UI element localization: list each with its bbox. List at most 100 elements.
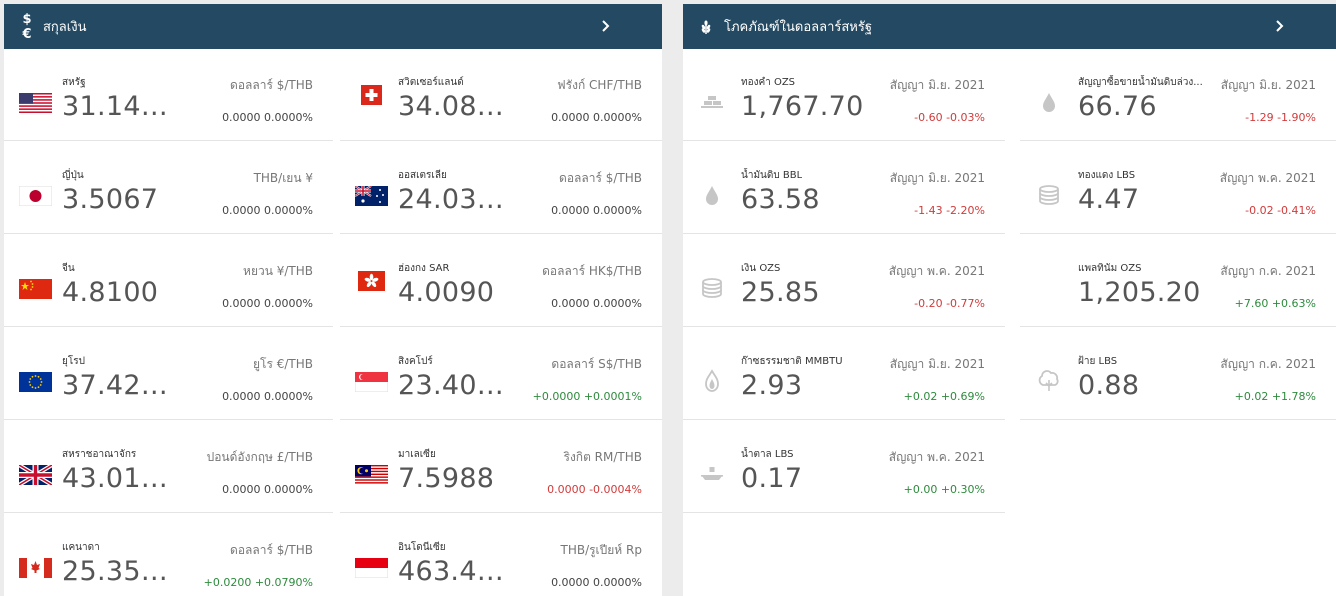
commodity-name: ฝ้าย LBS	[1078, 356, 1118, 367]
currency-change: 0.0000 0.0000%	[551, 204, 642, 217]
commodity-card[interactable]: สัญญาซื้อขายน้ำมันดิบล่วง... 66.76 สัญญา ม…	[1020, 49, 1336, 141]
currency-change: 0.0000 0.0000%	[222, 204, 313, 217]
commodity-change: -1.29 -1.90%	[1245, 111, 1316, 124]
commodity-contract: สัญญา มิ.ย. 2021	[889, 357, 985, 371]
currency-rate: 37.4241	[62, 370, 172, 401]
commodity-card[interactable]: เงิน OZS 25.85 สัญญา พ.ค. 2021 -0.20 -0.77%	[683, 235, 1005, 327]
oil-drop-icon	[697, 180, 727, 210]
commodity-card[interactable]: ฝ้าย LBS 0.88 สัญญา ก.ค. 2021 +0.02 +1.78%	[1020, 328, 1336, 420]
currency-rate: 3.5067	[62, 184, 159, 215]
commodity-card[interactable]: ทองแดง LBS 4.47 สัญญา พ.ค. 2021 -0.02 -0.41…	[1020, 142, 1336, 234]
currency-change: +0.0200 +0.0790%	[203, 576, 313, 589]
commodity-name: สัญญาซื้อขายน้ำมันดิบล่วง...	[1078, 77, 1203, 88]
commodity-card[interactable]: แพลทินัม OZS 1,205.20 สัญญา ก.ค. 2021 +7.60…	[1020, 235, 1336, 327]
currency-name: ฮ่องกง SAR	[398, 263, 450, 274]
currency-pair: ดอลลาร์ $/THB	[559, 171, 642, 185]
row-divider	[1020, 326, 1336, 327]
currency-rate: 4.8100	[62, 277, 159, 308]
currency-name: สวิตเซอร์แลนด์	[398, 77, 464, 88]
row-divider	[1020, 233, 1336, 234]
currency-card[interactable]: สวิตเซอร์แลนด์ 34.0800 ฟรังก์ CHF/THB 0.000…	[340, 49, 662, 141]
chevron-right-icon[interactable]	[1273, 18, 1287, 34]
commodity-name: น้ำตาล LBS	[741, 449, 794, 460]
currency-symbol-icon: $€	[22, 11, 32, 42]
gb-flag-icon	[19, 465, 52, 485]
commodity-panel: โภคภัณฑ์ในดอลลาร์สหรัฐ ทองคำ OZS 1,767.70…	[683, 4, 1336, 596]
commodity-price: 4.47	[1078, 184, 1140, 215]
currency-rate: 34.0800	[398, 91, 508, 122]
row-divider	[4, 140, 333, 141]
commodity-price: 1,205.20	[1078, 277, 1201, 308]
currency-pair: ริงกิต RM/THB	[563, 450, 643, 464]
row-divider	[340, 140, 662, 141]
commodity-card[interactable]: ทองคำ OZS 1,767.70 สัญญา มิ.ย. 2021 -0.60 -…	[683, 49, 1005, 141]
commodity-card[interactable]: น้ำตาล LBS 0.17 สัญญา พ.ค. 2021 +0.00 +0.30…	[683, 421, 1005, 513]
currency-header[interactable]: $€ สกุลเงิน	[4, 4, 662, 49]
commodity-price: 66.76	[1078, 91, 1157, 122]
commodity-change: -1.43 -2.20%	[914, 204, 985, 217]
currency-card[interactable]: มาเลเซีย 7.5988 ริงกิต RM/THB 0.0000 -0.000…	[340, 421, 662, 513]
currency-rate: 463.41...	[398, 556, 508, 587]
currency-card[interactable]: ฮ่องกง SAR 4.0090 ดอลลาร์ HK$/THB 0.0000 0.…	[340, 235, 662, 327]
currency-card[interactable]: ยุโรป 37.4241 ยูโร €/THB 0.0000 0.0000%	[4, 328, 333, 420]
currency-change: 0.0000 0.0000%	[222, 483, 313, 496]
currency-pair: ปอนด์อังกฤษ £/THB	[206, 450, 313, 464]
currency-card[interactable]: ญี่ปุ่น 3.5067 THB/เยน ¥ 0.0000 0.0000%	[4, 142, 333, 234]
currency-card[interactable]: ออสเตรเลีย 24.0300 ดอลลาร์ $/THB 0.0000 0.0…	[340, 142, 662, 234]
row-divider	[683, 233, 1005, 234]
cotton-icon	[1034, 366, 1064, 396]
commodity-price: 1,767.70	[741, 91, 864, 122]
currency-card[interactable]: สหรัฐ 31.1400 ดอลลาร์ $/THB 0.0000 0.0000%	[4, 49, 333, 141]
commodity-price: 2.93	[741, 370, 803, 401]
currency-name: ออสเตรเลีย	[398, 170, 447, 181]
sg-flag-icon	[355, 372, 388, 392]
commodity-price: 0.17	[741, 463, 803, 494]
currency-name: แคนาดา	[62, 542, 100, 553]
row-divider	[683, 140, 1005, 141]
currency-name: มาเลเซีย	[398, 449, 436, 460]
commodity-change: -0.20 -0.77%	[914, 297, 985, 310]
currency-pair: หยวน ¥/THB	[243, 264, 313, 278]
eu-flag-icon	[19, 372, 52, 392]
currency-change: 0.0000 0.0000%	[222, 297, 313, 310]
commodity-price: 63.58	[741, 184, 820, 215]
commodity-change: -0.60 -0.03%	[914, 111, 985, 124]
commodity-change: -0.02 -0.41%	[1245, 204, 1316, 217]
currency-change: 0.0000 0.0000%	[551, 111, 642, 124]
commodity-card[interactable]: ก๊าซธรรมชาติ MMBTU 2.93 สัญญา มิ.ย. 2021 +0…	[683, 328, 1005, 420]
row-divider	[4, 233, 333, 234]
commodity-contract: สัญญา ก.ค. 2021	[1220, 264, 1316, 278]
gold-bars-icon	[697, 87, 727, 117]
coin-stack-icon	[697, 273, 727, 303]
currency-rate: 4.0090	[398, 277, 495, 308]
commodity-name: ทองแดง LBS	[1078, 170, 1136, 181]
commodity-change: +0.02 +1.78%	[1234, 390, 1316, 403]
currency-rate: 7.5988	[398, 463, 495, 494]
commodity-price: 0.88	[1078, 370, 1140, 401]
currency-card[interactable]: สหราชอาณาจักร 43.0170 ปอนด์อังกฤษ £/THB 0.0…	[4, 421, 333, 513]
currency-rate: 25.3500	[62, 556, 172, 587]
commodity-card[interactable]: น้ำมันดิบ BBL 63.58 สัญญา มิ.ย. 2021 -1.43 …	[683, 142, 1005, 234]
currency-change: 0.0000 -0.0004%	[547, 483, 642, 496]
currency-card[interactable]: แคนาดา 25.3500 ดอลลาร์ $/THB +0.0200 +0.079…	[4, 514, 333, 596]
row-divider	[1020, 140, 1336, 141]
ch-flag-icon	[355, 85, 388, 105]
currency-name: สิงคโปร์	[398, 356, 433, 367]
row-divider	[683, 326, 1005, 327]
currency-card[interactable]: อินโดนีเซีย 463.41... THB/รูเปียห์ Rp 0.000…	[340, 514, 662, 596]
currency-pair: ฟรังก์ CHF/THB	[557, 78, 642, 92]
commodity-name: ก๊าซธรรมชาติ MMBTU	[741, 356, 843, 367]
currency-change: 0.0000 0.0000%	[551, 297, 642, 310]
currency-card[interactable]: สิงคโปร์ 23.4030 ดอลลาร์ S$/THB +0.0000 +0.…	[340, 328, 662, 420]
jp-flag-icon	[19, 186, 52, 206]
cn-flag-icon	[19, 279, 52, 299]
currency-title: สกุลเงิน	[43, 20, 87, 35]
commodity-change: +0.00 +0.30%	[903, 483, 985, 496]
chevron-right-icon[interactable]	[599, 18, 613, 34]
currency-rate: 23.4030	[398, 370, 508, 401]
currency-card[interactable]: จีน 4.8100 หยวน ¥/THB 0.0000 0.0000%	[4, 235, 333, 327]
commodity-name: น้ำมันดิบ BBL	[741, 170, 803, 181]
commodity-header[interactable]: โภคภัณฑ์ในดอลลาร์สหรัฐ	[683, 4, 1336, 49]
sugar-icon	[697, 459, 727, 489]
currency-pair: ดอลลาร์ $/THB	[230, 543, 313, 557]
